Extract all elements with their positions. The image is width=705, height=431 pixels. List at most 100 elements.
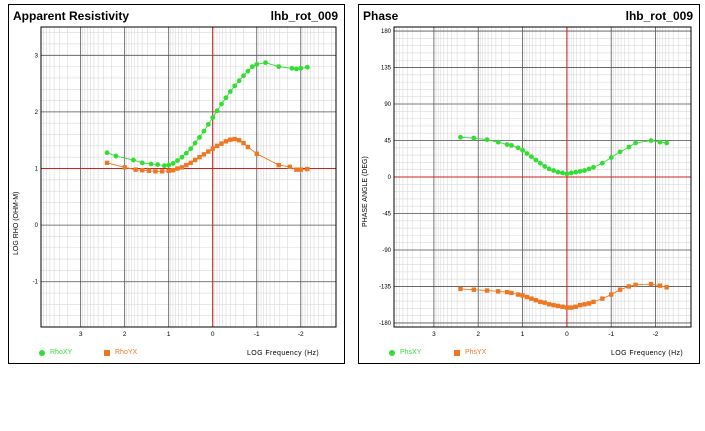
- data-point-rhoxy: [170, 161, 176, 166]
- legend-label-phsxy: PhsXY: [400, 349, 422, 356]
- data-point-phsyx: [504, 289, 510, 295]
- data-point-phsyx: [520, 293, 525, 298]
- data-point-phsyx: [617, 287, 623, 292]
- resistivity-x-axis-label: LOG Frequency (Hz): [247, 350, 320, 357]
- data-point-rhoyx: [122, 165, 127, 170]
- resistivity-y-axis-label: LOG RHO (OHM-M): [13, 191, 20, 255]
- data-point-phsxy: [577, 168, 583, 174]
- data-point-phsxy: [533, 157, 539, 163]
- data-point-rhoxy: [179, 154, 185, 160]
- data-point-rhoxy: [201, 128, 207, 134]
- x-tick-label: 2: [123, 331, 127, 338]
- data-point-phsyx: [515, 292, 521, 297]
- data-point-phsyx: [573, 304, 578, 309]
- data-point-rhoxy: [249, 64, 255, 70]
- data-point-phsyx: [529, 296, 534, 301]
- data-point-phsxy: [515, 145, 521, 151]
- data-point-rhoxy: [148, 161, 154, 167]
- data-point-rhoxy: [205, 121, 211, 127]
- data-point-rhoyx: [170, 168, 176, 173]
- data-point-phsxy: [555, 169, 561, 175]
- phase-x-axis-label: LOG Frequency (Hz): [611, 350, 684, 357]
- data-point-rhoyx: [140, 168, 145, 173]
- x-tick-label: 3: [432, 331, 436, 338]
- data-point-rhoyx: [192, 157, 198, 163]
- x-tick-label: 0: [565, 331, 569, 338]
- y-tick-label: 2: [35, 110, 39, 116]
- data-point-phsxy: [520, 147, 525, 153]
- data-point-phsyx: [586, 301, 592, 306]
- data-point-phsxy: [524, 151, 530, 156]
- data-point-rhoxy: [175, 158, 180, 163]
- data-point-phsyx: [657, 283, 663, 288]
- data-point-phsxy: [586, 166, 592, 172]
- phase-y-axis-label: PHASE ANGLE (DEG): [362, 156, 369, 227]
- data-point-rhoyx: [184, 162, 189, 168]
- data-point-phsxy: [560, 170, 565, 176]
- data-point-rhoyx: [214, 143, 220, 149]
- data-point-rhoyx: [245, 144, 251, 150]
- legend-item-phsxy: PhsXY: [389, 349, 421, 356]
- x-tick-label: 3: [79, 331, 83, 338]
- data-point-phsyx: [582, 302, 587, 307]
- data-point-phsxy: [664, 140, 670, 146]
- data-point-phsxy: [648, 138, 654, 143]
- data-point-phsyx: [591, 299, 596, 305]
- data-point-phsyx: [538, 299, 543, 305]
- data-point-phsyx: [509, 290, 514, 296]
- data-point-phsyx: [551, 302, 556, 308]
- data-point-rhoyx: [241, 140, 246, 146]
- data-point-phsxy: [471, 135, 477, 141]
- data-point-phsxy: [504, 142, 510, 147]
- data-point-phsyx: [533, 298, 539, 303]
- data-point-rhoxy: [276, 64, 282, 70]
- data-point-rhoxy: [219, 101, 224, 107]
- phase-chart: 3 2 1 0 -1 -2 180 135 90 45 0 -45 -90 -135 -180: [379, 26, 692, 338]
- resistivity-chart-title: Apparent Resistivity: [13, 9, 130, 23]
- data-point-rhoxy: [155, 162, 161, 167]
- data-point-phsyx: [626, 284, 632, 289]
- data-point-phsxy: [582, 168, 588, 173]
- data-point-rhoxy: [183, 150, 189, 156]
- phase-station-label: lhb_rot_009: [625, 9, 693, 23]
- data-point-phsyx: [633, 282, 638, 288]
- data-point-rhoxy: [214, 108, 220, 114]
- data-point-rhoyx: [133, 167, 138, 172]
- data-point-phsyx: [546, 302, 552, 307]
- resistivity-station-label: lhb_rot_009: [270, 9, 338, 23]
- resistivity-panel: Apparent Resistivity lhb_rot_009 3 2 1 0 -1 -…: [8, 4, 345, 364]
- data-point-rhoyx: [298, 167, 303, 172]
- data-point-phsxy: [542, 164, 548, 169]
- data-point-phsyx: [495, 289, 501, 294]
- data-point-phsyx: [560, 304, 565, 309]
- data-point-rhoxy: [241, 73, 246, 79]
- y-tick-label: 0: [35, 223, 39, 229]
- data-point-phsyx: [542, 300, 547, 305]
- data-point-rhoxy: [254, 61, 260, 67]
- data-point-phsxy: [509, 142, 514, 148]
- data-point-phsyx: [577, 302, 583, 308]
- data-point-phsxy: [568, 170, 574, 176]
- y-tick-label: 180: [381, 29, 392, 35]
- data-point-rhoyx: [287, 164, 292, 170]
- data-point-phsxy: [657, 139, 663, 145]
- legend-item-phsyx: PhsYX: [454, 349, 486, 356]
- data-point-rhoyx: [153, 169, 158, 174]
- data-point-rhoxy: [113, 153, 119, 159]
- data-point-phsyx: [569, 305, 574, 310]
- data-point-rhoyx: [104, 160, 110, 166]
- data-point-phsxy: [551, 168, 556, 173]
- data-point-phsyx: [555, 303, 561, 309]
- data-point-rhoyx: [210, 146, 215, 151]
- data-point-rhoxy: [139, 160, 145, 166]
- data-point-phsyx: [664, 285, 669, 290]
- data-point-rhoyx: [175, 166, 180, 171]
- y-tick-label: -45: [382, 211, 391, 217]
- data-point-rhoxy: [304, 64, 310, 70]
- data-point-phsxy: [546, 166, 552, 172]
- legend-item-rhoxy: RhoXY: [39, 349, 72, 356]
- data-point-rhoxy: [298, 65, 304, 71]
- legend-label-rhoyx: RhoYX: [115, 349, 138, 356]
- data-point-rhoyx: [276, 162, 281, 168]
